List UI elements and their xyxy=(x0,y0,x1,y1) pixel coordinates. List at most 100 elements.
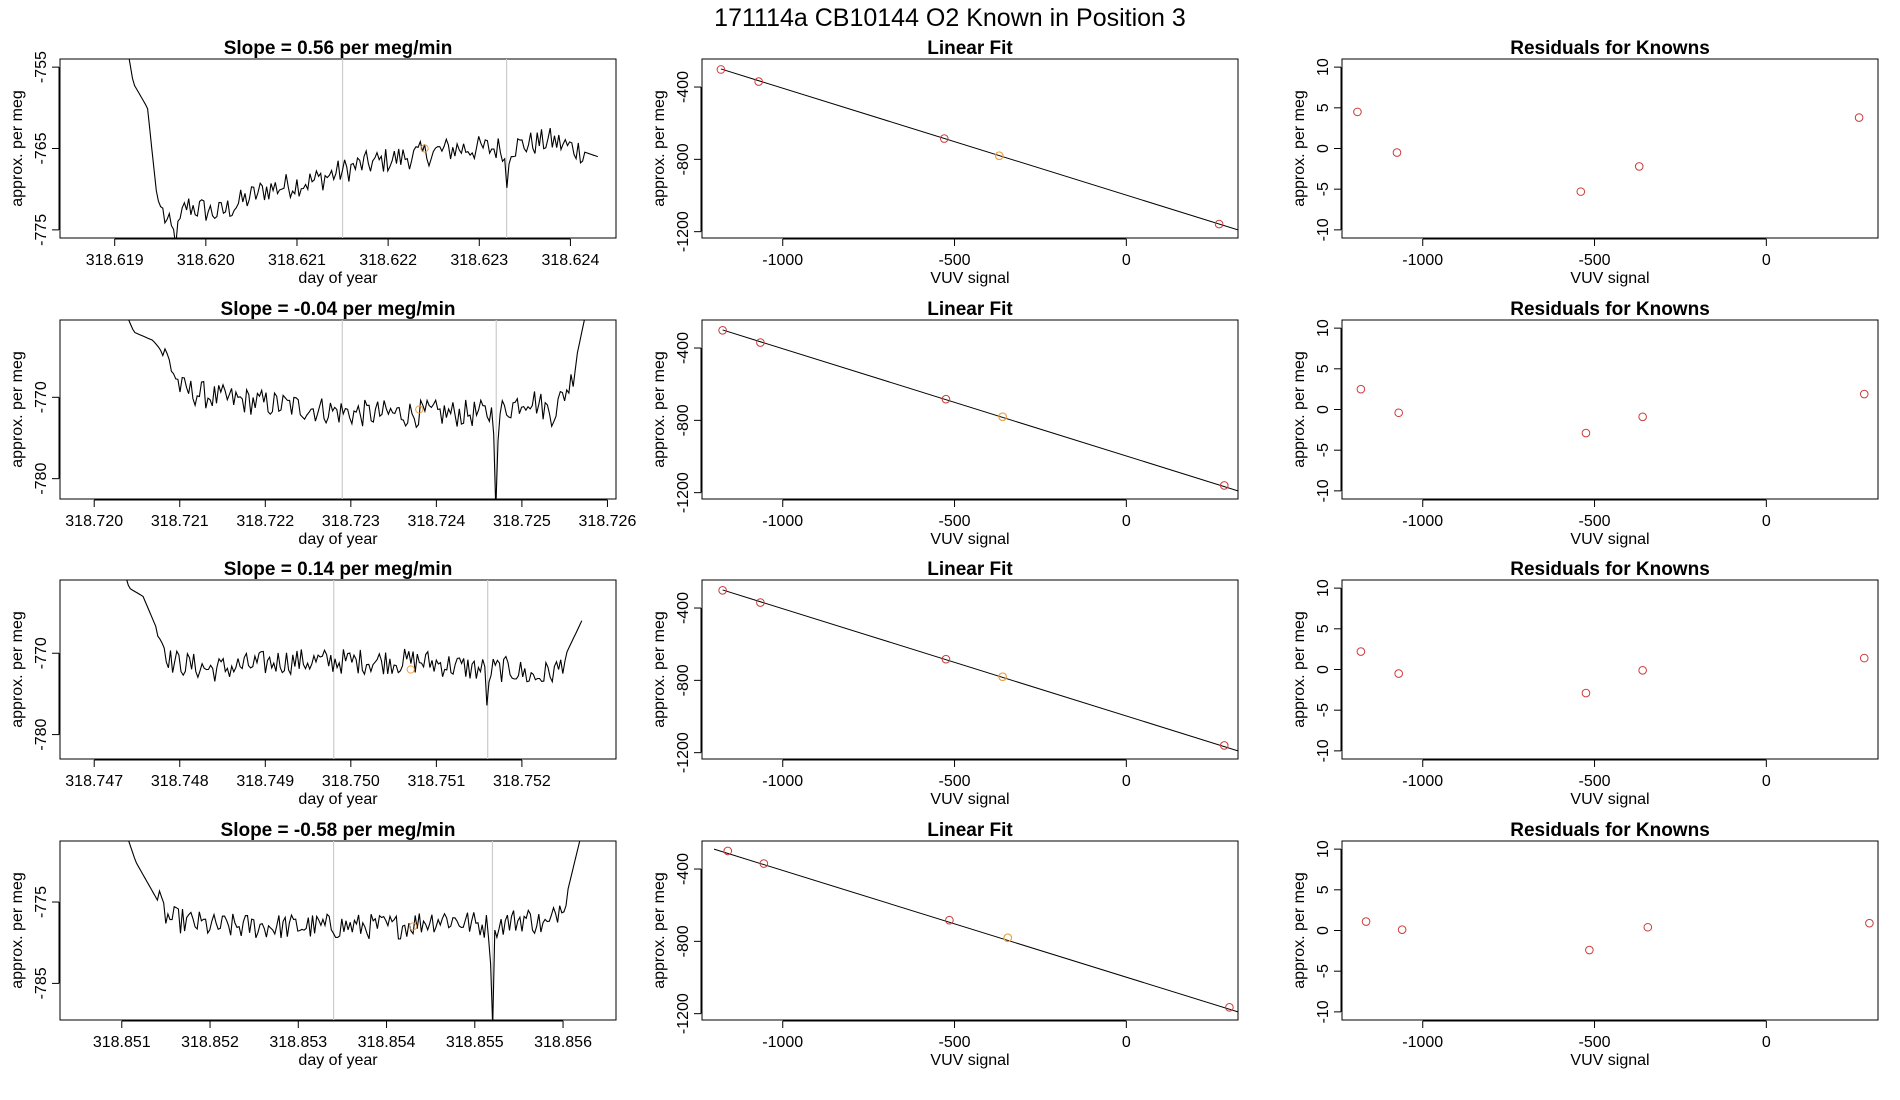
linear-fit-point xyxy=(756,338,765,347)
timeseries-panel: Slope = -0.04 per meg/min 318.720 318.721 3… xyxy=(9,299,637,548)
timeseries-x-tick-label: 318.725 xyxy=(493,513,551,530)
residuals-y-axis-label: approx. per meg xyxy=(1291,351,1308,468)
residual-point xyxy=(1394,669,1403,678)
residuals-plot-area xyxy=(1353,107,1864,196)
residual-point xyxy=(1356,647,1366,656)
residual-point xyxy=(1643,922,1653,932)
residuals-y-tick-label: 0 xyxy=(1315,926,1332,935)
residuals-panel: Residuals for Knowns -1000 -500 0 VUV signal… xyxy=(1291,820,1879,1069)
timeseries-y-tick-label: -770 xyxy=(33,637,50,669)
residuals-title: Residuals for Knowns xyxy=(1510,38,1710,59)
timeseries-y-tick-label: -780 xyxy=(33,463,50,495)
linear-fit-title: Linear Fit xyxy=(927,820,1013,841)
linear-fit-highlight-point xyxy=(1003,933,1013,943)
timeseries-x-axis-label: day of year xyxy=(298,1052,378,1069)
timeseries-plot-frame xyxy=(59,579,617,760)
timeseries-x-tick-label: 318.623 xyxy=(450,252,508,269)
residuals-plot-frame xyxy=(1341,58,1879,239)
timeseries-plot-frame xyxy=(59,319,617,500)
timeseries-title: Slope = -0.58 per meg/min xyxy=(221,820,456,841)
linear-fit-line xyxy=(722,589,1238,752)
linear-fit-plot-area xyxy=(713,846,1238,1013)
linear-fit-y-tick-label: -1200 xyxy=(675,472,692,513)
residuals-y-tick-label: -10 xyxy=(1315,1000,1332,1023)
linear-fit-point xyxy=(945,915,954,925)
linear-fit-y-axis-label: approx. per meg xyxy=(651,351,668,468)
timeseries-x-tick-label: 318.723 xyxy=(322,513,380,530)
timeseries-highlight-point xyxy=(415,405,424,414)
timeseries-y-axis-label: approx. per meg xyxy=(9,872,26,989)
timeseries-x-axis-label: day of year xyxy=(298,791,378,808)
residuals-y-tick-label: 5 xyxy=(1315,885,1332,894)
residuals-y-tick-label: -10 xyxy=(1315,479,1332,502)
residuals-y-tick-label: 5 xyxy=(1315,624,1332,633)
residuals-plot-area xyxy=(1356,647,1869,698)
timeseries-line xyxy=(128,320,585,499)
linear-fit-y-tick-label: -400 xyxy=(675,71,692,103)
residuals-x-tick-label: -500 xyxy=(1579,252,1611,269)
timeseries-x-tick-label: 318.752 xyxy=(493,773,551,790)
linear-fit-y-tick-label: -1200 xyxy=(675,211,692,252)
linear-fit-point xyxy=(941,394,951,404)
timeseries-highlight-point xyxy=(406,665,415,674)
linear-fit-panel: Linear Fit -1000 -500 0 VUV signal -400 -800 -1… xyxy=(651,559,1239,808)
residual-point xyxy=(1585,945,1594,955)
timeseries-x-tick-label: 318.854 xyxy=(358,1034,416,1051)
residuals-x-tick-label: -500 xyxy=(1579,1034,1611,1051)
linear-fit-x-axis-label: VUV signal xyxy=(930,270,1009,287)
residuals-x-tick-label: 0 xyxy=(1762,773,1771,790)
linear-fit-panel: Linear Fit -1000 -500 0 VUV signal -400 -800 -1… xyxy=(651,38,1239,287)
linear-fit-x-tick-label: -1000 xyxy=(762,1034,803,1051)
linear-fit-y-axis-label: approx. per meg xyxy=(651,872,668,989)
linear-fit-x-tick-label: -500 xyxy=(939,252,971,269)
residual-point xyxy=(1854,113,1864,122)
residual-point xyxy=(1392,148,1402,157)
linear-fit-x-tick-label: -1000 xyxy=(762,513,803,530)
residual-point xyxy=(1859,389,1869,399)
timeseries-panel: Slope = 0.14 per meg/min 318.747 318.748 31… xyxy=(9,559,617,808)
timeseries-y-tick-label: -765 xyxy=(33,132,50,164)
linear-fit-y-tick-label: -800 xyxy=(675,925,692,957)
residual-point xyxy=(1859,653,1869,663)
linear-fit-x-tick-label: -500 xyxy=(939,513,971,530)
linear-fit-x-tick-label: -500 xyxy=(939,773,971,790)
residuals-plot-frame xyxy=(1341,840,1879,1021)
timeseries-x-tick-label: 318.621 xyxy=(268,252,326,269)
residual-point xyxy=(1397,925,1407,934)
timeseries-y-tick-label: -775 xyxy=(33,214,50,246)
timeseries-x-tick-label: 318.620 xyxy=(177,252,235,269)
residuals-title: Residuals for Knowns xyxy=(1510,299,1710,320)
residuals-y-axis-label: approx. per meg xyxy=(1291,90,1308,207)
timeseries-y-axis-label: approx. per meg xyxy=(9,611,26,728)
linear-fit-plot-area xyxy=(718,326,1238,492)
residuals-y-tick-label: 10 xyxy=(1315,319,1332,337)
linear-fit-point xyxy=(716,65,726,74)
linear-fit-y-axis-label: approx. per meg xyxy=(651,611,668,728)
linear-fit-x-tick-label: 0 xyxy=(1122,513,1131,530)
residuals-plot-area xyxy=(1356,384,1869,438)
residuals-y-tick-label: 10 xyxy=(1315,58,1332,76)
timeseries-x-tick-label: 318.748 xyxy=(151,773,209,790)
residual-point xyxy=(1361,917,1371,926)
linear-fit-y-tick-label: -400 xyxy=(675,853,692,885)
residual-point xyxy=(1394,408,1403,418)
linear-fit-title: Linear Fit xyxy=(927,299,1013,320)
residual-point xyxy=(1581,688,1591,698)
linear-fit-title: Linear Fit xyxy=(927,559,1013,580)
timeseries-x-tick-label: 318.855 xyxy=(446,1034,504,1051)
linear-fit-x-tick-label: -1000 xyxy=(762,252,803,269)
linear-fit-point xyxy=(756,598,765,607)
timeseries-x-tick-label: 318.721 xyxy=(151,513,209,530)
timeseries-panel: Slope = -0.58 per meg/min 318.851 318.852 3… xyxy=(9,820,617,1069)
residuals-plot-frame xyxy=(1341,579,1879,760)
timeseries-plot-area xyxy=(128,841,581,1020)
timeseries-x-tick-label: 318.724 xyxy=(407,513,465,530)
residual-point xyxy=(1353,107,1362,117)
residuals-y-tick-label: -5 xyxy=(1315,182,1332,196)
linear-fit-point xyxy=(941,654,951,664)
residuals-panel: Residuals for Knowns -1000 -500 0 VUV signal… xyxy=(1291,559,1879,808)
residuals-x-axis-label: VUV signal xyxy=(1570,791,1649,808)
linear-fit-point xyxy=(718,326,727,335)
residuals-title: Residuals for Knowns xyxy=(1510,559,1710,580)
timeseries-x-tick-label: 318.726 xyxy=(579,513,637,530)
